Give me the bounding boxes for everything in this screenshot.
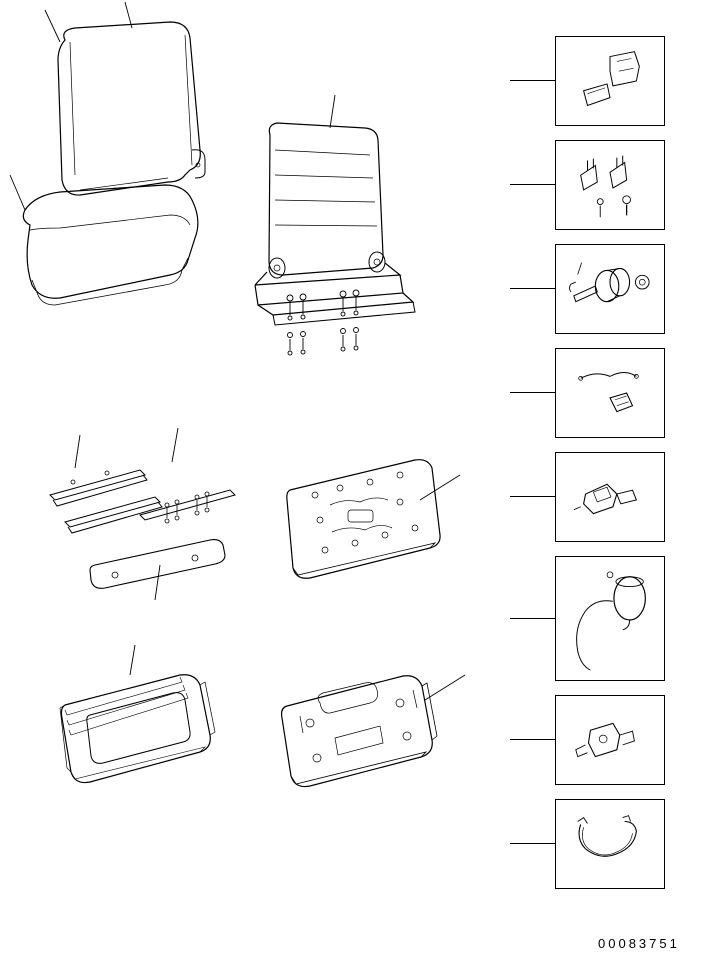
suspension-base bbox=[265, 658, 445, 793]
leader-4 bbox=[510, 392, 555, 393]
leader-2 bbox=[510, 184, 555, 185]
leader-8 bbox=[510, 843, 555, 844]
leader-5 bbox=[510, 496, 555, 497]
thumb-wiring-harness bbox=[555, 799, 665, 889]
diagram-canvas: 00083751 bbox=[0, 0, 714, 958]
suspension-plate bbox=[270, 440, 450, 590]
thumb-shock-absorber bbox=[555, 244, 665, 334]
thumb-valve-parts bbox=[555, 695, 665, 785]
leader-6 bbox=[510, 618, 555, 619]
leader-1 bbox=[510, 80, 555, 81]
thumb-connector-parts bbox=[555, 452, 665, 542]
bellows-frame bbox=[45, 660, 225, 790]
seat-rails bbox=[35, 450, 245, 600]
thumb-wire-clip bbox=[555, 348, 665, 438]
part-number: 00083751 bbox=[598, 936, 680, 951]
leader-7 bbox=[510, 739, 555, 740]
seat-bottom-cushion bbox=[10, 180, 210, 320]
leader-3 bbox=[510, 288, 555, 289]
thumb-compressor-hose bbox=[555, 556, 665, 681]
seat-frame bbox=[225, 120, 420, 360]
thumb-knob-parts bbox=[555, 36, 665, 126]
thumb-bracket-parts bbox=[555, 140, 665, 230]
